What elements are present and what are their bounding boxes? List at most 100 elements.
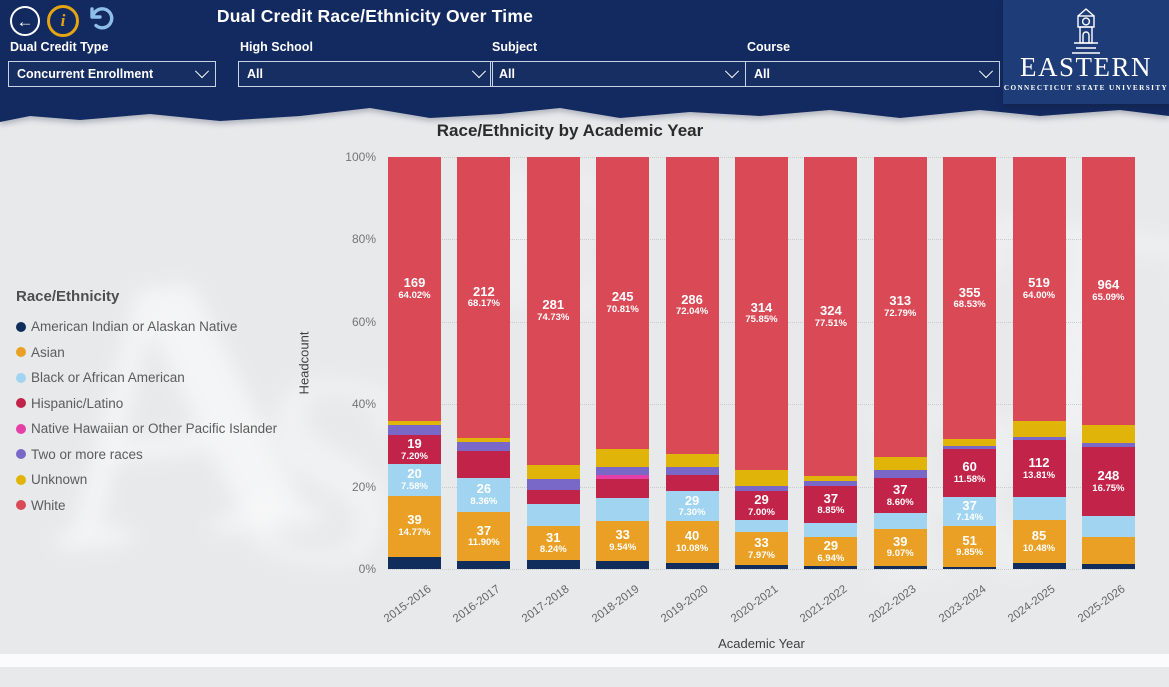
bar-segment-unknown[interactable] (665, 453, 719, 468)
bar-segment-asian[interactable]: 40 10.08% (665, 521, 719, 563)
bar-segment-white[interactable]: 324 77.51% (804, 157, 858, 477)
bar-segment-black-or-african-american[interactable] (873, 513, 927, 529)
bar-segment-two-or-more-races[interactable] (388, 425, 441, 435)
bar-segment-two-or-more-races[interactable] (1012, 436, 1066, 441)
bar-segment-black-or-african-american[interactable]: 37 7.14% (943, 496, 997, 526)
legend-label: Unknown (31, 472, 88, 488)
bar-segment-white[interactable]: 286 72.04% (665, 157, 719, 454)
bar-segment-two-or-more-races[interactable] (665, 467, 719, 475)
bar-segment-two-or-more-races[interactable] (804, 481, 858, 487)
filter-dropdown-high-school[interactable]: All (238, 61, 493, 87)
bar-segment-white[interactable]: 964 65.09% (1081, 157, 1135, 426)
bar-segment-white[interactable]: 281 74.73% (526, 157, 580, 465)
bar-segment-asian[interactable]: 31 8.24% (526, 526, 580, 561)
bar-segment-asian[interactable]: 51 9.85% (943, 525, 997, 567)
bar-segment-white[interactable]: 169 64.02% (388, 157, 441, 421)
bar-segment-american-indian-or-alaskan-native[interactable] (526, 560, 580, 569)
bar-segment-asian[interactable]: 85 10.48% (1012, 520, 1066, 564)
bar-segment-black-or-african-american[interactable] (526, 504, 580, 527)
bar-segment-black-or-african-american[interactable] (1012, 497, 1066, 521)
bar-segment-unknown[interactable] (526, 464, 580, 480)
legend-item-unknown[interactable]: Unknown (16, 467, 336, 493)
bar-segment-unknown[interactable] (943, 439, 997, 446)
legend-item-white[interactable]: White (16, 493, 336, 519)
bar-segment-unknown[interactable] (457, 437, 511, 442)
filter-dropdown-subject[interactable]: All (490, 61, 746, 87)
bar-segment-asian[interactable]: 37 11.90% (457, 512, 511, 562)
info-button[interactable]: i (47, 5, 79, 37)
bar-segment-hispanic-latino[interactable]: 19 7.20% (388, 434, 441, 465)
bar-segment-american-indian-or-alaskan-native[interactable] (457, 561, 511, 569)
bar-segment-american-indian-or-alaskan-native[interactable] (804, 566, 858, 569)
back-button[interactable]: ← (10, 6, 40, 36)
bar-segment-american-indian-or-alaskan-native[interactable] (1012, 563, 1066, 569)
bar-segment-hispanic-latino[interactable]: 248 16.75% (1081, 447, 1135, 517)
bar-segment-hispanic-latino[interactable] (596, 478, 650, 498)
bar-segment-hispanic-latino[interactable]: 29 7.00% (734, 491, 788, 521)
legend-item-hispanic-latino[interactable]: Hispanic/Latino (16, 391, 336, 417)
bar-segment-american-indian-or-alaskan-native[interactable] (1081, 563, 1135, 569)
bar-segment-unknown[interactable] (734, 469, 788, 487)
bar-segment-unknown[interactable] (388, 420, 441, 426)
data-label-count: 33 (754, 535, 769, 550)
bar-segment-asian[interactable]: 29 6.94% (804, 537, 858, 567)
bar-segment-black-or-african-american[interactable] (596, 497, 650, 522)
bar-segment-two-or-more-races[interactable] (734, 486, 788, 492)
bar-segment-unknown[interactable] (1081, 425, 1135, 444)
chevron-down-icon (194, 64, 210, 79)
bar-2017-2018: 281 74.73% 31 8.24% (526, 157, 580, 569)
filter-dropdown-course[interactable]: All (745, 61, 1000, 87)
bar-segment-black-or-african-american[interactable]: 29 7.30% (665, 491, 719, 522)
bar-segment-black-or-african-american[interactable]: 26 8.36% (457, 477, 511, 512)
bar-segment-hispanic-latino[interactable] (526, 490, 580, 505)
bar-segment-white[interactable]: 519 64.00% (1012, 157, 1066, 421)
bar-segment-hispanic-latino[interactable]: 37 8.85% (804, 486, 858, 523)
legend-item-black-or-african-american[interactable]: Black or African American (16, 365, 336, 391)
bar-segment-hispanic-latino[interactable]: 112 13.81% (1012, 440, 1066, 498)
reset-filters-button[interactable] (84, 3, 114, 33)
bar-segment-black-or-african-american[interactable] (734, 520, 788, 533)
bar-segment-two-or-more-races[interactable] (943, 445, 997, 449)
legend-item-native-hawaiian-or-other-pacific-islander[interactable]: Native Hawaiian or Other Pacific Islande… (16, 416, 336, 442)
bar-segment-native-hawaiian-or-other-pacific-islander[interactable] (1081, 446, 1135, 448)
bar-segment-white[interactable]: 355 68.53% (943, 157, 997, 440)
bar-segment-black-or-african-american[interactable]: 20 7.58% (388, 464, 441, 496)
bar-segment-american-indian-or-alaskan-native[interactable] (388, 556, 441, 569)
bar-segment-asian[interactable]: 39 14.77% (388, 495, 441, 557)
bar-segment-white[interactable]: 245 70.81% (596, 157, 650, 449)
bar-segment-hispanic-latino[interactable] (665, 474, 719, 492)
bar-segment-white[interactable]: 313 72.79% (873, 157, 927, 457)
bar-segment-asian[interactable]: 33 9.54% (596, 521, 650, 561)
bar-segment-unknown[interactable] (873, 456, 927, 471)
bar-segment-hispanic-latino[interactable] (457, 451, 511, 478)
bar-segment-black-or-african-american[interactable] (1081, 516, 1135, 537)
bar-segment-white[interactable]: 314 75.85% (734, 157, 788, 470)
bar-segment-two-or-more-races[interactable] (873, 470, 927, 478)
bar-segment-native-hawaiian-or-other-pacific-islander[interactable] (596, 474, 650, 479)
bar-segment-unknown[interactable] (804, 476, 858, 482)
bar-segment-american-indian-or-alaskan-native[interactable] (943, 566, 997, 569)
bar-segment-unknown[interactable] (1012, 420, 1066, 437)
bar-segment-asian[interactable]: 39 9.07% (873, 528, 927, 567)
legend-item-two-or-more-races[interactable]: Two or more races (16, 442, 336, 468)
filter-dropdown-dual-credit-type[interactable]: Concurrent Enrollment (8, 61, 216, 87)
bar-segment-american-indian-or-alaskan-native[interactable] (873, 566, 927, 569)
bar-segment-two-or-more-races[interactable] (1081, 443, 1135, 447)
legend-item-american-indian-or-alaskan-native[interactable]: American Indian or Alaskan Native (16, 314, 336, 340)
bar-segment-american-indian-or-alaskan-native[interactable] (596, 560, 650, 569)
clocktower-icon (1072, 8, 1100, 54)
bar-segment-black-or-african-american[interactable] (804, 522, 858, 538)
legend-item-asian[interactable]: Asian (16, 340, 336, 366)
bar-segment-asian[interactable]: 33 7.97% (734, 532, 788, 565)
filter-label: Course (747, 40, 791, 54)
bar-segment-two-or-more-races[interactable] (457, 441, 511, 452)
bar-segment-american-indian-or-alaskan-native[interactable] (665, 562, 719, 569)
bar-segment-white[interactable]: 212 68.17% (457, 157, 511, 438)
bar-segment-hispanic-latino[interactable]: 60 11.58% (943, 448, 997, 497)
bar-segment-two-or-more-races[interactable] (526, 479, 580, 491)
bar-segment-two-or-more-races[interactable] (596, 466, 650, 475)
bar-segment-unknown[interactable] (596, 448, 650, 467)
bar-segment-asian[interactable] (1081, 536, 1135, 564)
bar-segment-american-indian-or-alaskan-native[interactable] (734, 565, 788, 569)
bar-segment-hispanic-latino[interactable]: 37 8.60% (873, 477, 927, 514)
